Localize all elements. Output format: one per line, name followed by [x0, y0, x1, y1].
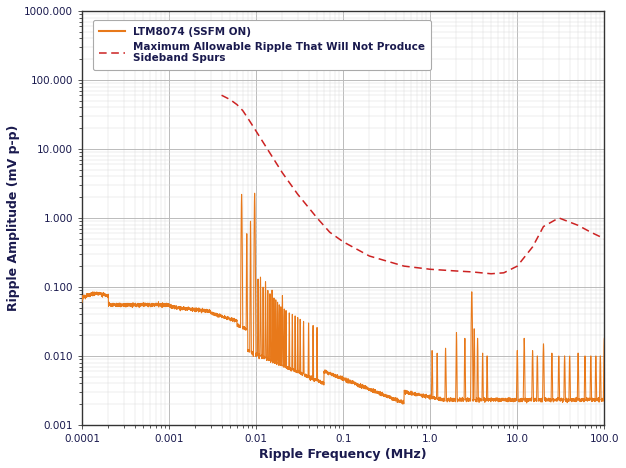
X-axis label: Ripple Frequency (MHz): Ripple Frequency (MHz) [259, 448, 427, 461]
Y-axis label: Ripple Amplitude (mV p-p): Ripple Amplitude (mV p-p) [7, 124, 20, 311]
Legend: LTM8074 (SSFM ON), Maximum Allowable Ripple That Will Not Produce
Sideband Spurs: LTM8074 (SSFM ON), Maximum Allowable Rip… [93, 20, 431, 70]
